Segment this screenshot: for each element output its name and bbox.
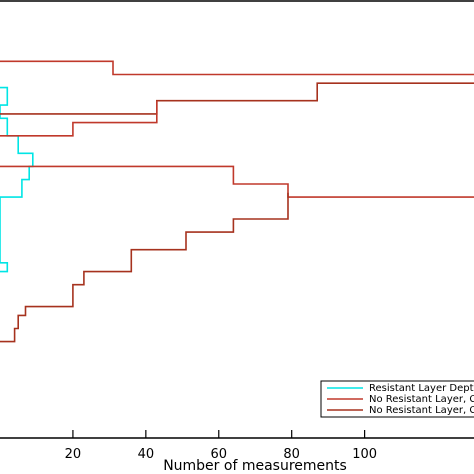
- x-tick-label-0: 20: [65, 447, 82, 462]
- series-line-3: [0, 100, 158, 137]
- legend-label-2: No Resistant Layer, C: [369, 405, 474, 416]
- series-line-1: [0, 60, 474, 76]
- plot-frame: [0, 0, 474, 439]
- x-tick-label-4: 100: [352, 447, 377, 462]
- series-line-0: [0, 86, 34, 273]
- x-axis-label: Number of measurements: [163, 458, 347, 474]
- legend: Resistant Layer Depth No Resistant Layer…: [320, 380, 474, 418]
- x-tick-label-2: 60: [210, 447, 227, 462]
- x-ticks: 20 40 60 80 100: [65, 430, 377, 462]
- x-tick-label-1: 40: [138, 447, 155, 462]
- series-line-2: [0, 82, 474, 115]
- legend-label-1: No Resistant Layer, C: [369, 394, 474, 405]
- series-line-5: [0, 192, 289, 343]
- legend-label-0: Resistant Layer Depth: [369, 383, 474, 394]
- plot-lines: [0, 60, 474, 343]
- series-line-4: [0, 165, 474, 198]
- x-tick-label-3: 80: [283, 447, 300, 462]
